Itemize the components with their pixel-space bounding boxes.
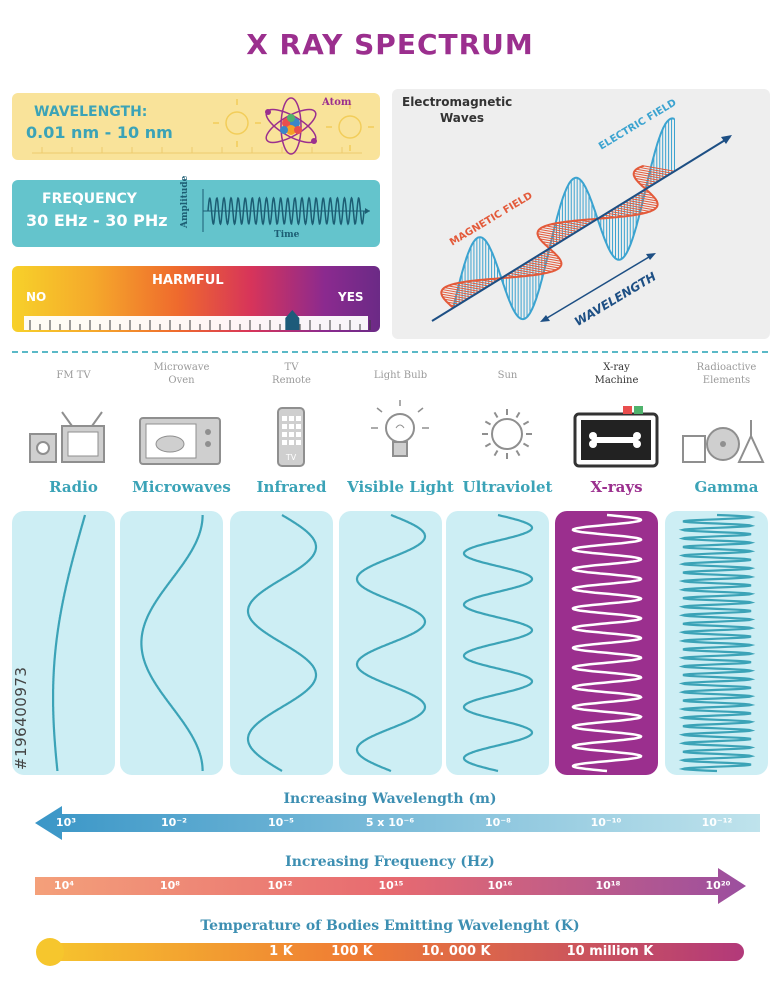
wavelength-tick-label: 10⁻⁸ bbox=[485, 816, 511, 829]
band-source-line: FM TV bbox=[56, 370, 91, 381]
atom-icon bbox=[265, 97, 317, 155]
wave-panel bbox=[446, 511, 549, 775]
wave-panel bbox=[12, 511, 115, 775]
wavelength-tick-label: 10⁻⁵ bbox=[268, 816, 294, 829]
band-name-label: Radio bbox=[49, 478, 98, 496]
wave-panel bbox=[339, 511, 442, 775]
temperature-axis-title: Temperature of Bodies Emitting Wavelengh… bbox=[200, 918, 580, 934]
band-name-label: X-rays bbox=[590, 478, 643, 496]
svg-text:TV: TV bbox=[285, 453, 297, 462]
band-source-line: X-ray bbox=[603, 362, 630, 373]
band-name-label: Infrared bbox=[256, 478, 327, 496]
wave-curve bbox=[678, 513, 756, 773]
temperature-tick-label: 1 K bbox=[269, 944, 293, 959]
wave-panel bbox=[120, 511, 223, 775]
xray-machine-icon bbox=[573, 406, 659, 468]
band-name-label: Gamma bbox=[694, 478, 759, 496]
time-label: Time bbox=[274, 230, 300, 240]
frequency-tick-label: 10²⁰ bbox=[705, 879, 731, 892]
radioactive-elements-icon bbox=[682, 420, 765, 463]
band-source-line: Machine bbox=[594, 375, 639, 386]
frequency-tick-label: 10¹² bbox=[267, 879, 293, 892]
temperature-tick-label: 10 million K bbox=[566, 944, 654, 959]
sun-icon bbox=[482, 409, 532, 459]
band-source-label: Radioactive Elements bbox=[675, 361, 778, 387]
page-title: X RAY SPECTRUM bbox=[246, 28, 534, 61]
band-source-label: X-ray Machine bbox=[565, 361, 668, 387]
band-name-label: Ultraviolet bbox=[462, 478, 553, 496]
harmful-no: NO bbox=[26, 290, 47, 304]
temperature-tick-label: 100 K bbox=[331, 944, 373, 959]
frequency-tick-label: 10⁴ bbox=[53, 879, 75, 892]
band-name-label: Visible Light bbox=[347, 478, 454, 496]
frequency-tick-label: 10¹⁵ bbox=[378, 879, 404, 892]
band-source-label: Light Bulb bbox=[349, 369, 452, 382]
wavelength-tick-label: 10⁻¹⁰ bbox=[590, 816, 622, 829]
wave-panel bbox=[555, 511, 658, 775]
wavelength-tick-label: 10³ bbox=[55, 816, 77, 829]
temperature-tick-label: 10. 000 K bbox=[421, 944, 491, 959]
watermark-id: #196400973 bbox=[12, 666, 30, 770]
band-source-line: Elements bbox=[702, 375, 751, 386]
em-title-2: Waves bbox=[440, 111, 485, 125]
wavelength-axis-arrow bbox=[35, 806, 760, 840]
wavelength-card: WAVELENGTH: 0.01 nm - 10 nm Atom bbox=[12, 93, 380, 160]
band-source-label: Microwave Oven bbox=[130, 361, 233, 387]
em-title-1: Electromagnetic bbox=[402, 95, 513, 109]
harmful-card: HARMFUL NO YES bbox=[12, 266, 380, 332]
band-source-line: Light Bulb bbox=[373, 370, 428, 381]
band-source-label: FM TV bbox=[22, 369, 125, 382]
frequency-label: FREQUENCY bbox=[42, 191, 137, 207]
band-source-line: Oven bbox=[168, 375, 195, 386]
section-divider bbox=[12, 351, 768, 353]
frequency-tick-label: 10¹⁸ bbox=[595, 879, 621, 892]
band-source-line: TV bbox=[284, 362, 299, 373]
sun-decor-icon bbox=[32, 99, 374, 154]
frequency-axis-title: Increasing Frequency (Hz) bbox=[285, 854, 495, 870]
band-source-line: Remote bbox=[272, 375, 311, 386]
tv-remote-icon: TV bbox=[277, 407, 305, 467]
wave-panel bbox=[665, 511, 768, 775]
wave-curve bbox=[140, 515, 204, 771]
microwave-oven-icon bbox=[139, 417, 221, 465]
band-source-label: TV Remote bbox=[240, 361, 343, 387]
frequency-wave-graph bbox=[202, 189, 370, 232]
temperature-axis-bar bbox=[36, 938, 744, 966]
wavelength-label: WAVELENGTH: bbox=[34, 104, 148, 120]
wave-curve bbox=[571, 513, 643, 773]
band-source-line: Radioactive bbox=[696, 362, 757, 373]
atom-label: Atom bbox=[322, 97, 352, 108]
em-waves-card: Electromagnetic Waves ELECTRIC FIELD MAG… bbox=[392, 89, 770, 339]
frequency-card: FREQUENCY 30 EHz - 30 PHz Amplitude Time bbox=[12, 176, 380, 247]
harmful-label: HARMFUL bbox=[152, 273, 224, 288]
band-source-line: Microwave bbox=[153, 362, 210, 373]
wave-curve bbox=[52, 514, 87, 771]
light-bulb-icon bbox=[371, 400, 429, 457]
band-source-label: Sun bbox=[456, 369, 559, 382]
wavelength-tick-label: 10⁻¹² bbox=[701, 816, 733, 829]
em-wave-diagram bbox=[431, 117, 732, 322]
wave-curve bbox=[355, 513, 427, 773]
frequency-tick-label: 10¹⁶ bbox=[487, 879, 513, 892]
frequency-tick-label: 10⁸ bbox=[159, 879, 181, 892]
band-name-label: Microwaves bbox=[132, 478, 231, 496]
wavelength-tick-label: 10⁻² bbox=[161, 816, 187, 829]
frequency-axis-arrow bbox=[35, 868, 746, 904]
wave-curve bbox=[246, 514, 318, 772]
harmful-yes: YES bbox=[338, 290, 364, 304]
wavelength-tick-label: 5 x 10⁻⁶ bbox=[365, 816, 415, 829]
radio-tv-icon bbox=[29, 411, 105, 463]
wavelength-value: 0.01 nm - 10 nm bbox=[26, 123, 173, 142]
band-source-line: Sun bbox=[497, 370, 518, 381]
wave-curve bbox=[462, 513, 534, 773]
wave-panel bbox=[230, 511, 333, 775]
amplitude-label: Amplitude bbox=[180, 175, 190, 228]
wavelength-axis-title: Increasing Wavelength (m) bbox=[283, 791, 497, 807]
frequency-value: 30 EHz - 30 PHz bbox=[26, 211, 168, 230]
harmful-scale bbox=[24, 310, 371, 330]
